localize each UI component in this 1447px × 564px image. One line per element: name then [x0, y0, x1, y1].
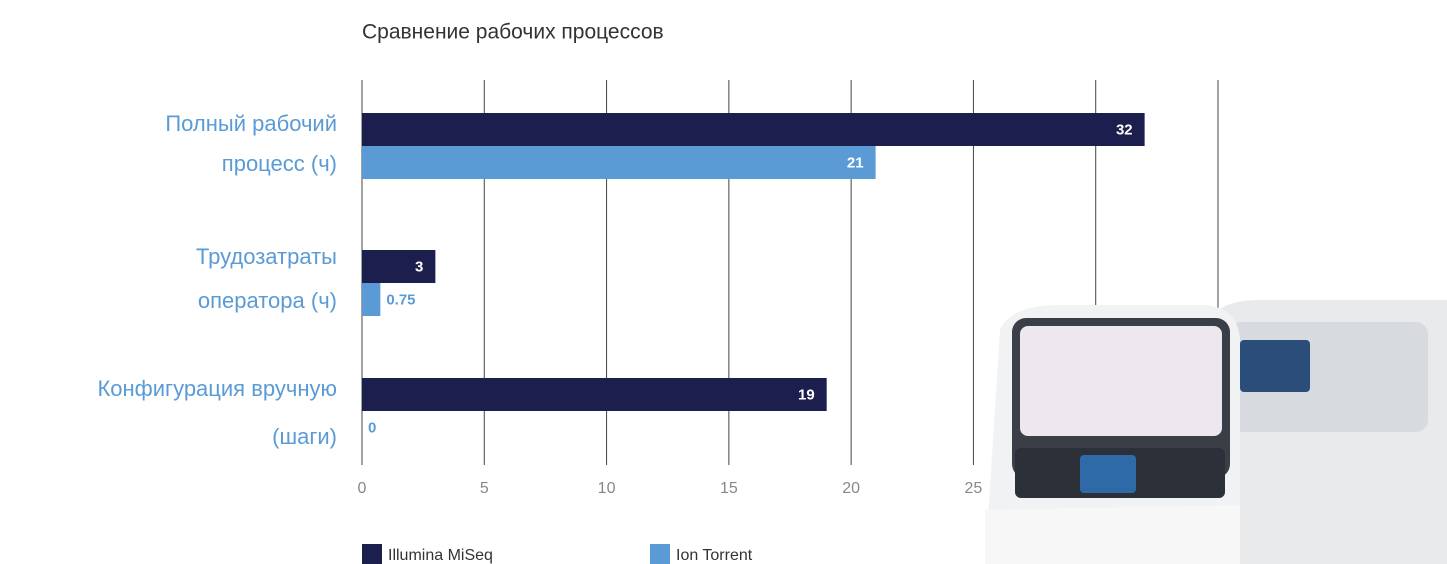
legend-swatch — [650, 544, 670, 564]
value-label: 3 — [415, 258, 423, 275]
bar — [362, 146, 876, 179]
value-label: 0 — [368, 419, 376, 436]
bar — [362, 113, 1145, 146]
legend-swatch — [362, 544, 382, 564]
device-photo — [985, 300, 1447, 564]
value-label: 19 — [798, 386, 815, 403]
bar — [362, 250, 435, 283]
bar — [362, 283, 380, 316]
x-tick-label: 25 — [965, 480, 983, 497]
category-label: Трудозатраты — [196, 244, 337, 269]
category-label: Конфигурация вручную — [97, 376, 337, 401]
x-tick-label: 15 — [720, 480, 738, 497]
x-tick-label: 10 — [598, 480, 616, 497]
value-label: 32 — [1116, 121, 1133, 138]
legend-label: Illumina MiSeq — [388, 547, 493, 564]
chart-title: Сравнение рабочих процессов — [362, 21, 664, 44]
category-label: процесс (ч) — [222, 151, 337, 176]
category-label: оператора (ч) — [198, 288, 337, 313]
value-label: 0.75 — [386, 291, 415, 308]
chart: Сравнение рабочих процессов 051015202530… — [0, 0, 1447, 564]
category-label: (шаги) — [272, 424, 337, 449]
x-tick-label: 5 — [480, 480, 489, 497]
bar — [362, 378, 827, 411]
x-tick-label: 20 — [842, 480, 860, 497]
category-label: Полный рабочий — [165, 111, 337, 136]
value-label: 21 — [847, 154, 864, 171]
x-tick-label: 0 — [358, 480, 367, 497]
legend-label: Ion Torrent — [676, 547, 753, 564]
